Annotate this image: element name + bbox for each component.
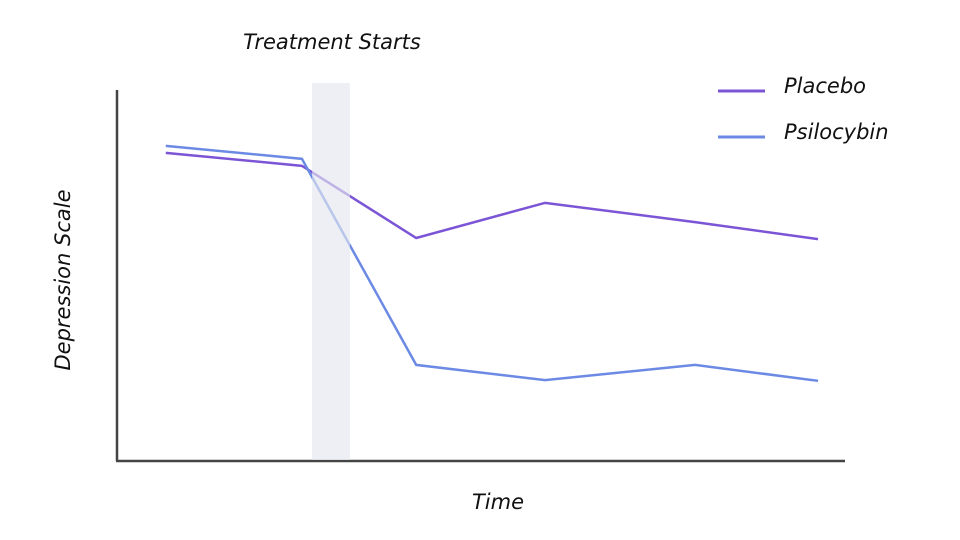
y-axis-label: Depression Scale	[51, 189, 75, 370]
x-axis-label: Time	[472, 490, 524, 514]
legend-label: Placebo	[784, 74, 866, 98]
legend-label: Psilocybin	[784, 120, 889, 144]
annotation: Treatment Starts	[243, 30, 421, 54]
treatment-band	[312, 83, 350, 460]
series-line	[165, 151, 819, 241]
series-line	[165, 144, 819, 383]
